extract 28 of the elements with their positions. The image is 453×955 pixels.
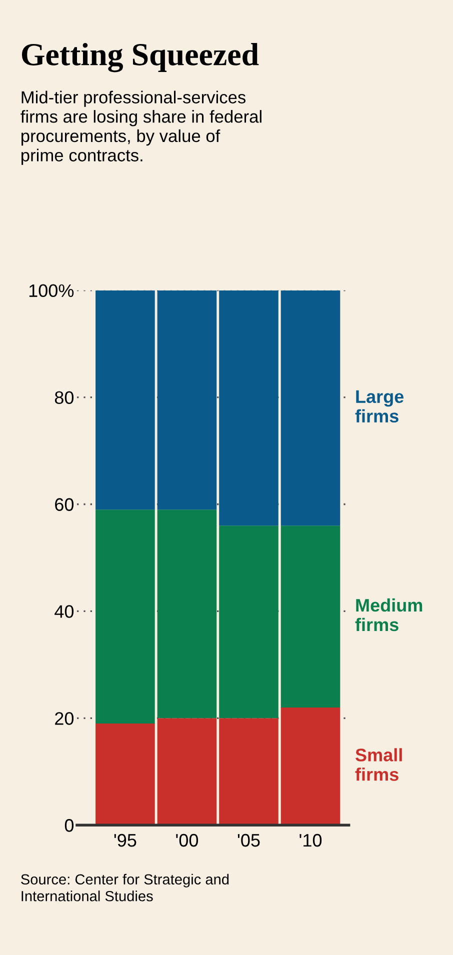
- y-tick-label: 0: [64, 819, 74, 832]
- bar: [96, 290, 155, 510]
- bar: [280, 290, 340, 526]
- bar: [96, 724, 155, 826]
- chart-subtitle: Mid-tier professional-services firms are losing share in federal procurements, by value of prime contracts.: [20, 90, 262, 165]
- x-tick-label: '95: [114, 834, 136, 847]
- series-label: Medium firms: [355, 598, 422, 632]
- bar: [219, 718, 278, 826]
- bar: [157, 510, 217, 718]
- bar: [219, 526, 278, 718]
- bar: [96, 510, 155, 724]
- series-label: Small firms: [355, 748, 402, 781]
- chart-title: Getting Squeezed: [22, 42, 259, 72]
- x-tick-label: '00: [176, 834, 198, 847]
- x-tick-label: '10: [300, 834, 322, 847]
- x-tick-label: '05: [238, 834, 260, 847]
- y-tick-label: 80: [54, 391, 74, 404]
- bar: [280, 707, 340, 826]
- bar: [219, 290, 278, 526]
- y-tick-label: 20: [55, 712, 74, 725]
- source-note: Source: Center for Strategic and International Studies: [21, 874, 229, 902]
- y-tick-label: 40: [54, 605, 74, 618]
- series-label: Large firms: [355, 390, 404, 423]
- bar: [280, 526, 340, 708]
- bar: [157, 718, 217, 826]
- bar: [157, 290, 217, 510]
- y-tick-label: 100%: [29, 284, 74, 298]
- y-tick-label: 60: [55, 498, 74, 511]
